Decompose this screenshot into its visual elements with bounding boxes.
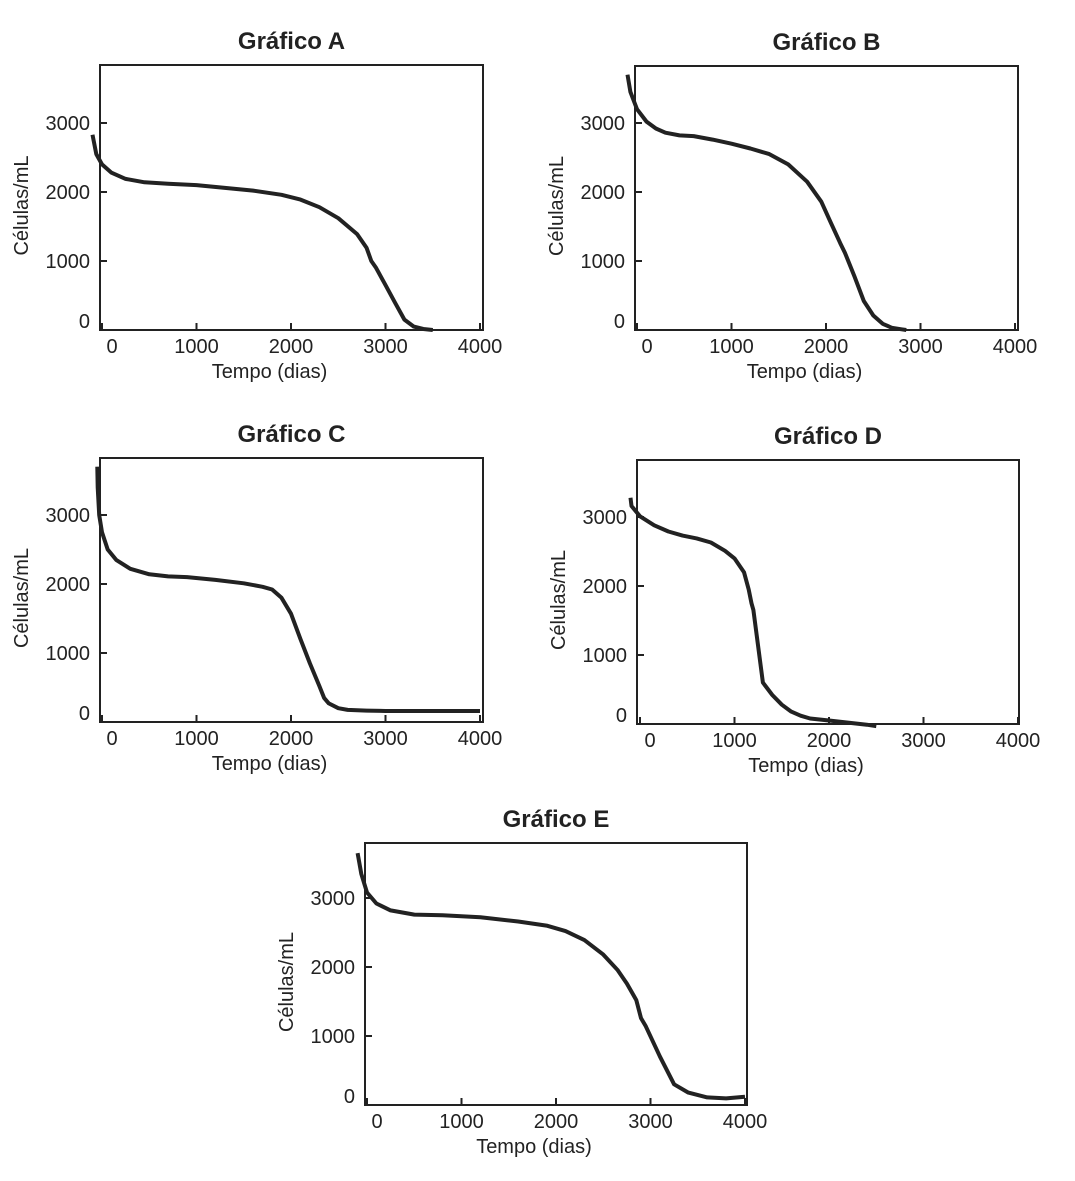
y-tick-label: 1000	[583, 645, 628, 667]
y-tick-label: 0	[616, 705, 627, 727]
x-tick-label: 0	[644, 730, 655, 752]
x-tick-label: 4000	[723, 1111, 768, 1133]
x-tick-label: 2000	[269, 728, 314, 750]
chart-panel-a: Gráfico A 0 1000 2000 3000 4000 0 1000 2000 3000 T…	[0, 0, 540, 405]
x-axis-label: Tempo (dias)	[476, 1136, 592, 1158]
y-tick-label: 1000	[581, 251, 626, 273]
y-tick-label: 0	[614, 311, 625, 333]
x-tick-label: 0	[641, 336, 652, 358]
y-tick-label: 3000	[581, 113, 626, 135]
y-tick-label: 1000	[46, 643, 91, 665]
y-tick-label: 2000	[311, 957, 356, 979]
chart-d: Gráfico D 0 1000 2000 3000 4000 0 1000 2000 3000 T…	[548, 423, 1041, 777]
x-tick-label: 2000	[269, 336, 314, 358]
x-tick-label: 3000	[628, 1111, 673, 1133]
y-tick-label: 3000	[311, 888, 356, 910]
x-tick-label: 1000	[174, 728, 219, 750]
y-tick-label: 2000	[46, 574, 91, 596]
chart-panel-c: Gráfico C 0 1000 2000 3000 4000 0 1000 2000 3000 T…	[0, 0, 540, 805]
y-tick-label: 0	[79, 311, 90, 333]
chart-b: Gráfico B 0 1000 2000 3000 4000 0 1000 2000 3000 T…	[546, 29, 1038, 383]
x-tick-label: 2000	[807, 730, 852, 752]
series-line-c	[95, 466, 480, 713]
x-tick-label: 1000	[439, 1111, 484, 1133]
chart-panel-e: Gráfico E 0 1000 2000 3000 4000 0 1000 2000 3000 T…	[276, 806, 768, 1158]
series-line-d	[628, 497, 877, 729]
series-line-e	[355, 852, 746, 1101]
chart-title-c: Gráfico C	[237, 421, 345, 448]
chart-title-d: Gráfico D	[774, 423, 882, 450]
x-tick-label: 2000	[534, 1111, 579, 1133]
series-line-a	[90, 134, 434, 332]
x-axis-label: Tempo (dias)	[212, 753, 328, 775]
x-axis-label: Tempo (dias)	[747, 361, 863, 383]
x-tick-label: 0	[106, 728, 117, 750]
y-tick-label: 3000	[46, 505, 91, 527]
x-tick-label: 1000	[174, 336, 219, 358]
chart-title-a: Gráfico A	[238, 28, 345, 55]
x-axis-label: Tempo (dias)	[212, 361, 328, 383]
y-tick-label: 0	[344, 1086, 355, 1108]
y-axis-label: Células/mL	[11, 155, 33, 255]
chart-title-b: Gráfico B	[772, 29, 880, 56]
y-axis-label: Células/mL	[276, 932, 298, 1032]
chart-panel-d: Gráfico D 0 1000 2000 3000 4000 0 1000 2000 3000 T…	[548, 423, 1041, 777]
y-tick-label: 1000	[46, 251, 91, 273]
x-tick-label: 2000	[804, 336, 849, 358]
y-tick-label: 3000	[46, 113, 91, 135]
x-tick-label: 3000	[363, 728, 408, 750]
x-tick-label: 3000	[898, 336, 943, 358]
y-tick-label: 3000	[583, 507, 628, 529]
x-tick-label: 3000	[901, 730, 946, 752]
x-tick-label: 1000	[712, 730, 757, 752]
x-tick-label: 0	[106, 336, 117, 358]
plot-frame	[364, 842, 748, 1106]
x-tick-label: 1000	[709, 336, 754, 358]
y-tick-label: 0	[79, 703, 90, 725]
y-tick-label: 2000	[581, 182, 626, 204]
y-axis-label: Células/mL	[548, 550, 570, 650]
chart-a: Gráfico A 0 1000 2000 3000 4000 0 1000 2000 3000 T…	[11, 28, 503, 383]
y-axis-label: Células/mL	[546, 156, 568, 256]
x-tick-label: 3000	[363, 336, 408, 358]
y-axis-label: Células/mL	[11, 548, 33, 648]
y-tick-label: 1000	[311, 1026, 356, 1048]
y-tick-label: 2000	[583, 576, 628, 598]
x-tick-label: 4000	[458, 336, 503, 358]
chart-e: Gráfico E 0 1000 2000 3000 4000 0 1000 2000 3000 T…	[276, 806, 768, 1158]
x-tick-label: 4000	[996, 730, 1041, 752]
y-tick-label: 2000	[46, 182, 91, 204]
chart-c: Gráfico C 0 1000 2000 3000 4000 0 1000 2000 3000 T…	[11, 421, 503, 775]
x-tick-label: 0	[371, 1111, 382, 1133]
x-axis-label: Tempo (dias)	[748, 755, 864, 777]
x-tick-label: 4000	[458, 728, 503, 750]
x-tick-label: 4000	[993, 336, 1038, 358]
chart-panel-b: Gráfico B 0 1000 2000 3000 4000 0 1000 2000 3000 T…	[0, 0, 1075, 405]
chart-title-e: Gráfico E	[503, 806, 610, 833]
series-line-b	[625, 74, 907, 332]
